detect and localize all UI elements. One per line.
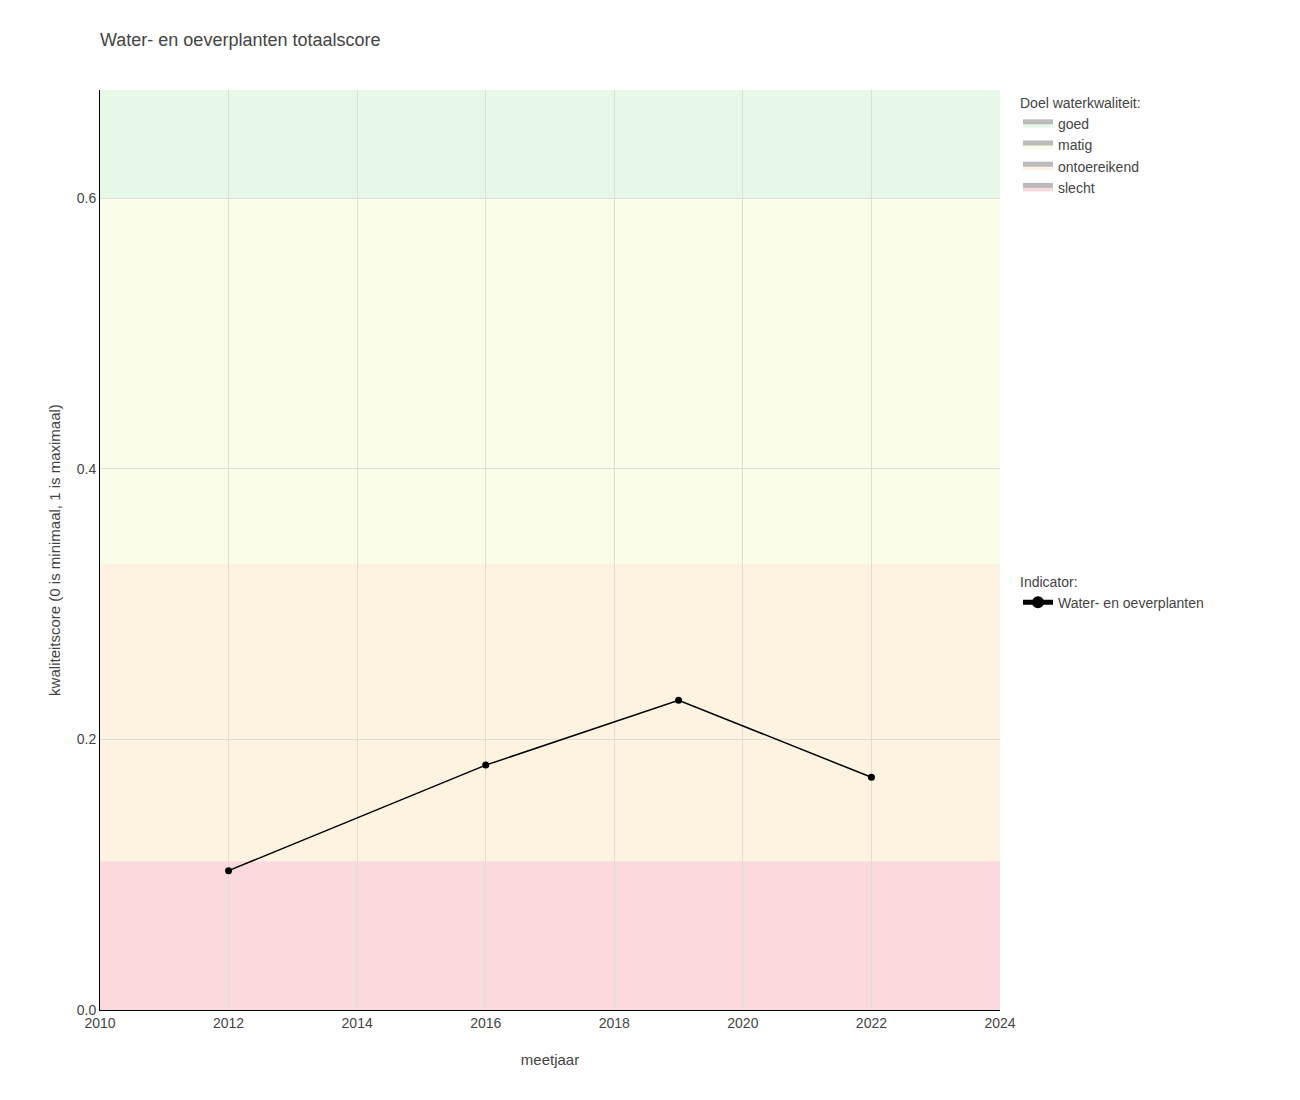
svg-text:0.0: 0.0 — [77, 1002, 97, 1018]
svg-text:2024: 2024 — [984, 1015, 1015, 1031]
svg-text:2018: 2018 — [599, 1015, 630, 1031]
svg-text:Doel waterkwaliteit:: Doel waterkwaliteit: — [1020, 95, 1141, 111]
svg-text:2012: 2012 — [213, 1015, 244, 1031]
svg-text:meetjaar: meetjaar — [521, 1051, 579, 1068]
svg-text:2010: 2010 — [84, 1015, 115, 1031]
svg-text:0.4: 0.4 — [77, 461, 97, 477]
svg-text:2022: 2022 — [856, 1015, 887, 1031]
svg-text:Water- en oeverplanten totaals: Water- en oeverplanten totaalscore — [100, 30, 381, 50]
svg-text:2016: 2016 — [470, 1015, 501, 1031]
svg-text:Indicator:: Indicator: — [1020, 574, 1078, 590]
svg-text:Water- en oeverplanten: Water- en oeverplanten — [1058, 595, 1204, 611]
svg-text:0.6: 0.6 — [77, 190, 97, 206]
svg-text:2020: 2020 — [727, 1015, 758, 1031]
svg-text:slecht: slecht — [1058, 180, 1095, 196]
svg-text:matig: matig — [1058, 137, 1092, 153]
svg-text:goed: goed — [1058, 116, 1089, 132]
svg-text:kwaliteitscore (0 is minimaal,: kwaliteitscore (0 is minimaal, 1 is maxi… — [46, 404, 63, 696]
svg-text:ontoereikend: ontoereikend — [1058, 159, 1139, 175]
svg-text:2014: 2014 — [342, 1015, 373, 1031]
svg-text:0.2: 0.2 — [77, 731, 97, 747]
